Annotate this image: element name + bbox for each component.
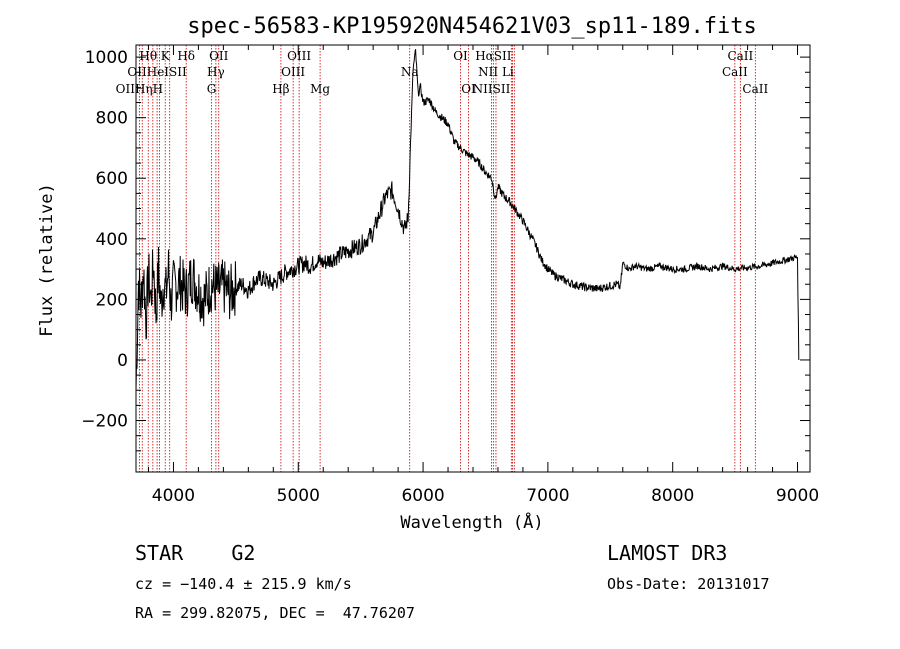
spectral-line-label: CaII [727,49,753,63]
y-tick-label: 600 [96,169,128,189]
x-tick-label: 8000 [651,486,694,506]
spectral-line-label: K [161,49,171,63]
spectral-line-label: Na [401,65,419,79]
spectral-line-label: OIII [281,65,305,79]
x-tick-label: 6000 [401,486,444,506]
y-axis-label: Flux (relative) [37,183,57,337]
spectral-line-label: Hδ [177,49,195,63]
y-tick-label: 1000 [85,48,128,68]
spectral-line-label: CaII [742,82,768,96]
spectral-line-label: OI [453,49,468,63]
y-tick-label: 0 [117,351,128,371]
coordinates: RA = 299.82075, DEC = 47.76207 [135,604,415,622]
x-tick-label: 4000 [152,486,195,506]
observation-date: Obs-Date: 20131017 [607,575,770,593]
object-class: STAR G2 [135,541,255,565]
x-axis-label: Wavelength (Å) [400,511,543,533]
x-tick-label: 5000 [277,486,320,506]
spectral-line-labels: Hθ K Hδ OII OIII OI HαSII CaII OIIHeISII Hγ OIII Na… [116,49,769,96]
spectral-line-label: OII [209,49,229,63]
spectral-line-label: Mg [310,82,330,96]
object-class-text: STAR [135,541,184,565]
y-tick-label: −200 [81,412,128,432]
spectral-line-markers [138,45,756,472]
spectral-line-label: OI [461,82,476,96]
spectral-line-label: OIIHeISII [127,65,187,79]
y-tick-label: 400 [96,230,128,250]
spectral-line-label: OIIHηH [116,82,163,96]
y-tick-label: 200 [96,290,128,310]
chart-title: spec-56583-KP195920N454621V03_sp11-189.f… [187,14,757,39]
spectral-line-label: CaII [722,65,748,79]
y-tick-label: 800 [96,109,128,129]
spectral-line-label: Hγ [207,65,225,79]
survey-name: LAMOST DR3 [607,541,728,565]
spectral-line-label: NII Li [478,65,514,79]
spectral-line-label: HαSII [475,49,512,63]
spectral-line-label: OIII [287,49,311,63]
redshift-value: cz = −140.4 ± 215.9 km/s [135,575,352,593]
spectral-line-label: NIISII [473,82,511,96]
spectral-line-label: G [207,82,217,96]
spectral-line-label: Hβ [272,82,289,96]
plot-frame [135,44,811,473]
x-tick-label: 9000 [776,486,819,506]
flux-line [135,49,800,391]
spectral-line-label: Hθ [139,49,157,63]
axis-ticks: 4000 5000 6000 7000 8000 9000 −200 0 200 400 600 80… [81,45,819,506]
flux-series [135,49,800,391]
x-tick-label: 7000 [526,486,569,506]
object-subclass: G2 [231,541,256,565]
